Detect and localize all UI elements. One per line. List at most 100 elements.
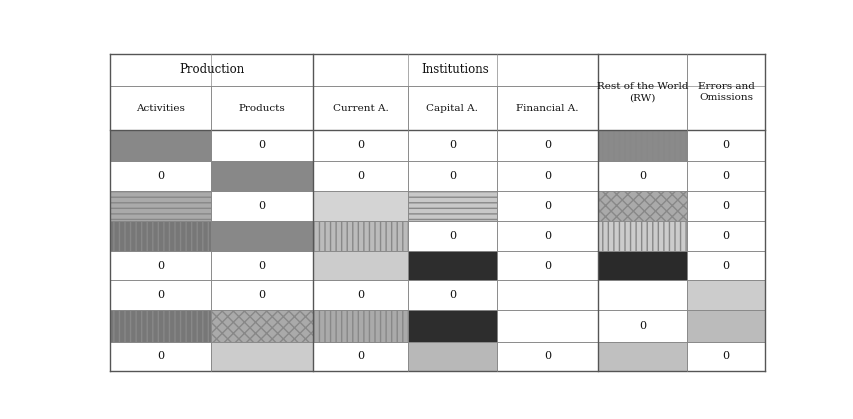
Bar	[212, 280, 313, 310]
Bar	[496, 86, 598, 130]
Text: 0: 0	[449, 140, 456, 150]
Bar	[686, 280, 764, 310]
Bar	[408, 86, 496, 130]
Bar	[598, 342, 686, 370]
Bar	[686, 221, 764, 251]
Bar	[313, 86, 408, 130]
Bar	[313, 221, 408, 251]
Bar	[408, 251, 496, 280]
Bar	[313, 310, 408, 342]
Bar	[686, 54, 764, 130]
Text: Activities: Activities	[136, 103, 185, 113]
Bar	[313, 54, 408, 86]
Bar	[212, 130, 313, 160]
Bar	[313, 280, 408, 310]
Bar	[110, 160, 212, 191]
Bar	[408, 160, 496, 191]
Bar	[212, 160, 313, 191]
Bar	[313, 54, 598, 86]
Bar	[110, 280, 212, 310]
Bar	[313, 221, 408, 251]
Text: 0: 0	[722, 231, 728, 241]
Bar	[212, 221, 313, 251]
Text: Products: Products	[239, 103, 286, 113]
Text: 0: 0	[638, 171, 646, 181]
Text: 0: 0	[157, 171, 164, 181]
Bar	[686, 130, 764, 160]
Bar	[598, 130, 686, 160]
Text: 0: 0	[543, 351, 550, 361]
Bar	[598, 160, 686, 191]
Bar	[212, 342, 313, 370]
Bar	[212, 310, 313, 342]
Bar	[408, 342, 496, 370]
Bar	[598, 280, 686, 310]
Bar	[212, 86, 313, 130]
Bar	[496, 251, 598, 280]
Text: 0: 0	[722, 171, 728, 181]
Text: 0: 0	[543, 201, 550, 211]
Bar	[110, 221, 212, 251]
Text: 0: 0	[543, 171, 550, 181]
Bar	[313, 191, 408, 221]
Bar	[598, 191, 686, 221]
Text: 0: 0	[357, 171, 363, 181]
Bar	[110, 191, 212, 221]
Bar	[212, 191, 313, 221]
Text: Current A.: Current A.	[333, 103, 388, 113]
Bar	[686, 310, 764, 342]
Text: 0: 0	[543, 261, 550, 271]
Bar	[598, 251, 686, 280]
Bar	[598, 54, 686, 130]
Text: 0: 0	[258, 290, 265, 300]
Bar	[496, 54, 598, 86]
Text: 0: 0	[157, 290, 164, 300]
Bar	[313, 130, 408, 160]
Bar	[110, 130, 212, 160]
Bar	[212, 160, 313, 191]
Bar	[686, 191, 764, 221]
Bar	[408, 191, 496, 221]
Bar	[598, 130, 686, 160]
Bar	[686, 342, 764, 370]
Text: 0: 0	[722, 140, 728, 150]
Text: 0: 0	[449, 171, 456, 181]
Bar	[496, 280, 598, 310]
Bar	[408, 251, 496, 280]
Bar	[110, 310, 212, 342]
Bar	[598, 54, 686, 86]
Bar	[408, 54, 496, 86]
Bar	[598, 251, 686, 280]
Bar	[408, 191, 496, 221]
Bar	[110, 251, 212, 280]
Bar	[496, 130, 598, 160]
Bar	[313, 160, 408, 191]
Bar	[598, 310, 686, 342]
Text: 0: 0	[258, 261, 265, 271]
Bar	[313, 310, 408, 342]
Text: 0: 0	[722, 261, 728, 271]
Bar	[686, 310, 764, 342]
Bar	[110, 86, 212, 130]
Bar	[686, 160, 764, 191]
Bar	[408, 221, 496, 251]
Bar	[212, 310, 313, 342]
Bar	[313, 251, 408, 280]
Text: 0: 0	[357, 351, 363, 361]
Text: Financial A.: Financial A.	[516, 103, 578, 113]
Bar	[110, 54, 212, 86]
Text: 0: 0	[157, 261, 164, 271]
Bar	[598, 86, 686, 130]
Text: 0: 0	[157, 351, 164, 361]
Text: Errors and
Omissions: Errors and Omissions	[697, 83, 754, 102]
Bar	[598, 221, 686, 251]
Bar	[408, 310, 496, 342]
Bar	[408, 310, 496, 342]
Text: 0: 0	[449, 290, 456, 300]
Text: 0: 0	[449, 231, 456, 241]
Bar	[110, 310, 212, 342]
Bar	[686, 280, 764, 310]
Bar	[313, 251, 408, 280]
Bar	[686, 251, 764, 280]
Text: 0: 0	[357, 140, 363, 150]
